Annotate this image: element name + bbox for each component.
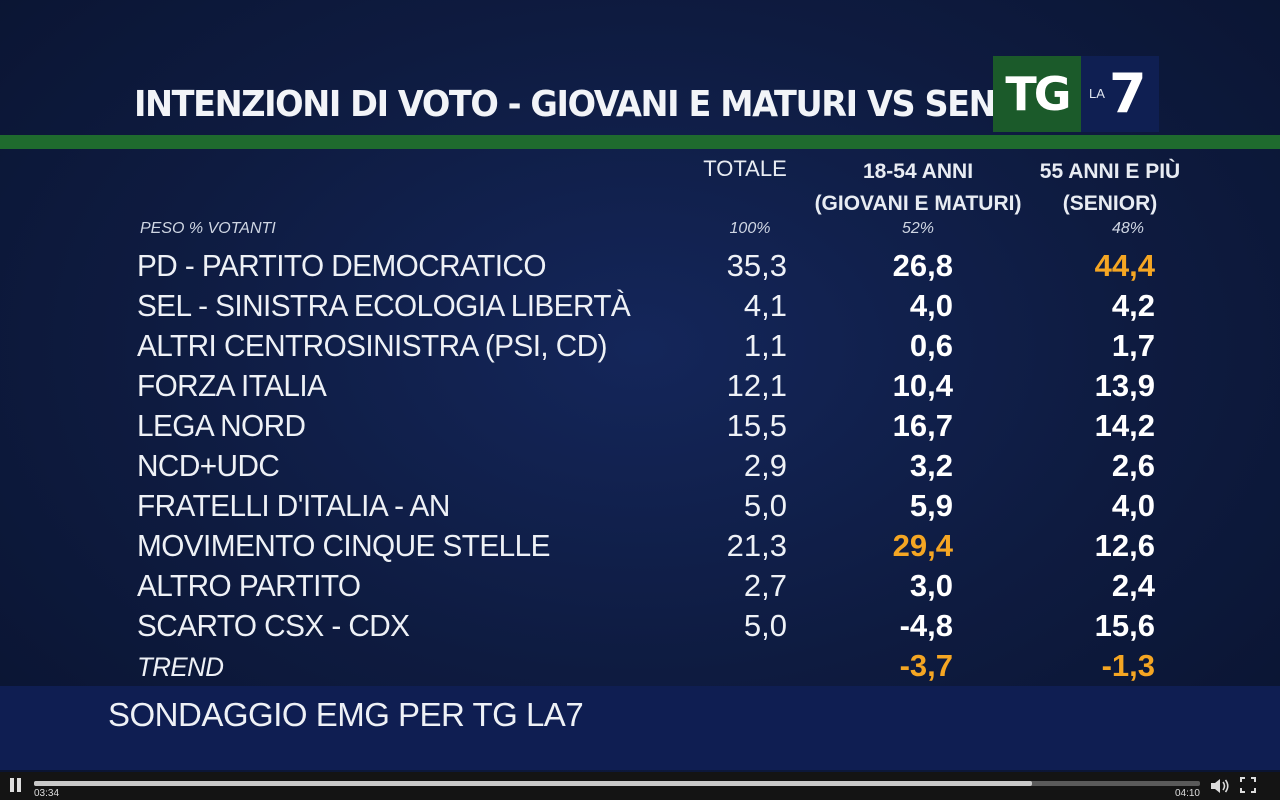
table-row: SEL - SINISTRA ECOLOGIA LIBERTÀ 4,1 4,0 … bbox=[0, 288, 1280, 328]
value-giovani: -3,7 bbox=[899, 648, 953, 683]
pause-button[interactable] bbox=[8, 778, 24, 792]
value-senior: 4,0 bbox=[1111, 488, 1155, 523]
video-frame: INTENZIONI DI VOTO - GIOVANI E MATURI VS… bbox=[0, 0, 1280, 772]
value-totale: 2,9 bbox=[743, 448, 787, 483]
party-name: MOVIMENTO CINQUE STELLE bbox=[137, 528, 550, 563]
party-name: NCD+UDC bbox=[137, 448, 280, 483]
value-giovani: 0,6 bbox=[909, 328, 953, 363]
logo-seven: 7 bbox=[1109, 62, 1147, 125]
seek-progress bbox=[34, 781, 1033, 786]
volume-button[interactable] bbox=[1210, 778, 1232, 794]
value-giovani: 29,4 bbox=[892, 528, 953, 563]
value-senior: 2,6 bbox=[1111, 448, 1155, 483]
table-row: ALTRI CENTROSINISTRA (PSI, CD) 1,1 0,6 1… bbox=[0, 328, 1280, 368]
party-name: FRATELLI D'ITALIA - AN bbox=[137, 488, 450, 523]
value-senior: 12,6 bbox=[1094, 528, 1155, 563]
value-totale: 5,0 bbox=[743, 608, 787, 643]
party-name: FORZA ITALIA bbox=[137, 368, 327, 403]
pause-icon-bar bbox=[10, 778, 14, 792]
column-header-senior: 55 ANNI E PIÙ (SENIOR) bbox=[1020, 156, 1200, 220]
pause-icon-bar bbox=[17, 778, 21, 792]
value-totale: 4,1 bbox=[743, 288, 787, 323]
party-name: SCARTO CSX - CDX bbox=[137, 608, 410, 643]
source-band bbox=[0, 686, 1280, 770]
column-header-giovani: 18-54 ANNI (GIOVANI E MATURI) bbox=[808, 156, 1028, 220]
value-totale: 15,5 bbox=[726, 408, 787, 443]
value-totale: 12,1 bbox=[726, 368, 787, 403]
tg-la7-logo: TG LA 7 bbox=[993, 56, 1159, 132]
value-senior: 13,9 bbox=[1094, 368, 1155, 403]
column-header-senior-line2: (SENIOR) bbox=[1062, 192, 1158, 215]
green-divider bbox=[0, 135, 1280, 149]
value-senior: 14,2 bbox=[1094, 408, 1155, 443]
value-giovani: 5,9 bbox=[909, 488, 953, 523]
table-row-trend: TREND -3,7 -1,3 bbox=[0, 648, 1280, 688]
column-header-giovani-line1: 18-54 ANNI bbox=[862, 160, 974, 183]
column-header-senior-line1: 55 ANNI E PIÙ bbox=[1039, 160, 1181, 183]
value-senior: 2,4 bbox=[1111, 568, 1155, 603]
value-giovani: 3,2 bbox=[909, 448, 953, 483]
table-row: LEGA NORD 15,5 16,7 14,2 bbox=[0, 408, 1280, 448]
value-totale: 21,3 bbox=[726, 528, 787, 563]
value-senior: 15,6 bbox=[1094, 608, 1155, 643]
weight-giovani: 52% bbox=[901, 220, 935, 237]
table-row: FRATELLI D'ITALIA - AN 5,0 5,9 4,0 bbox=[0, 488, 1280, 528]
duration: 04:10 bbox=[1174, 788, 1200, 799]
table-row: FORZA ITALIA 12,1 10,4 13,9 bbox=[0, 368, 1280, 408]
value-senior: 44,4 bbox=[1094, 248, 1155, 283]
table-row: MOVIMENTO CINQUE STELLE 21,3 29,4 12,6 bbox=[0, 528, 1280, 568]
trend-label: TREND bbox=[137, 652, 224, 682]
value-senior: 1,7 bbox=[1111, 328, 1155, 363]
logo-la: LA bbox=[1089, 86, 1105, 101]
value-totale: 2,7 bbox=[743, 568, 787, 603]
value-totale: 5,0 bbox=[743, 488, 787, 523]
logo-tg: TG bbox=[993, 56, 1081, 132]
party-name: ALTRO PARTITO bbox=[137, 568, 361, 603]
weight-totale: 100% bbox=[729, 220, 771, 237]
column-header-giovani-line2: (GIOVANI E MATURI) bbox=[814, 192, 1022, 215]
current-time: 03:34 bbox=[34, 788, 60, 799]
party-name: SEL - SINISTRA ECOLOGIA LIBERTÀ bbox=[137, 288, 631, 323]
seek-bar[interactable] bbox=[34, 781, 1200, 786]
value-giovani: -4,8 bbox=[899, 608, 953, 643]
value-senior: -1,3 bbox=[1101, 648, 1155, 683]
fullscreen-icon bbox=[1240, 777, 1256, 793]
column-header-totale: TOTALE bbox=[703, 156, 787, 181]
party-name: ALTRI CENTROSINISTRA (PSI, CD) bbox=[137, 328, 608, 363]
page-title: INTENZIONI DI VOTO - GIOVANI E MATURI VS… bbox=[134, 84, 1059, 125]
value-totale: 35,3 bbox=[726, 248, 787, 283]
speaker-icon bbox=[1211, 779, 1229, 793]
table-row: SCARTO CSX - CDX 5,0 -4,8 15,6 bbox=[0, 608, 1280, 648]
weight-senior: 48% bbox=[1111, 220, 1145, 237]
weight-label: PESO % VOTANTI bbox=[140, 220, 276, 237]
value-giovani: 4,0 bbox=[909, 288, 953, 323]
value-giovani: 10,4 bbox=[892, 368, 953, 403]
table-row: NCD+UDC 2,9 3,2 2,6 bbox=[0, 448, 1280, 488]
value-giovani: 26,8 bbox=[892, 248, 953, 283]
value-giovani: 16,7 bbox=[892, 408, 953, 443]
value-giovani: 3,0 bbox=[909, 568, 953, 603]
table-row: PD - PARTITO DEMOCRATICO 35,3 26,8 44,4 bbox=[0, 248, 1280, 288]
logo-la7: LA 7 bbox=[1081, 56, 1159, 132]
video-player-controls: 03:34 04:10 bbox=[0, 772, 1280, 800]
source-caption: SONDAGGIO EMG PER TG LA7 bbox=[108, 696, 584, 733]
party-name: LEGA NORD bbox=[137, 408, 306, 443]
fullscreen-button[interactable] bbox=[1240, 777, 1256, 793]
value-senior: 4,2 bbox=[1111, 288, 1155, 323]
value-totale: 1,1 bbox=[743, 328, 787, 363]
party-name: PD - PARTITO DEMOCRATICO bbox=[137, 248, 546, 283]
table-row: ALTRO PARTITO 2,7 3,0 2,4 bbox=[0, 568, 1280, 608]
